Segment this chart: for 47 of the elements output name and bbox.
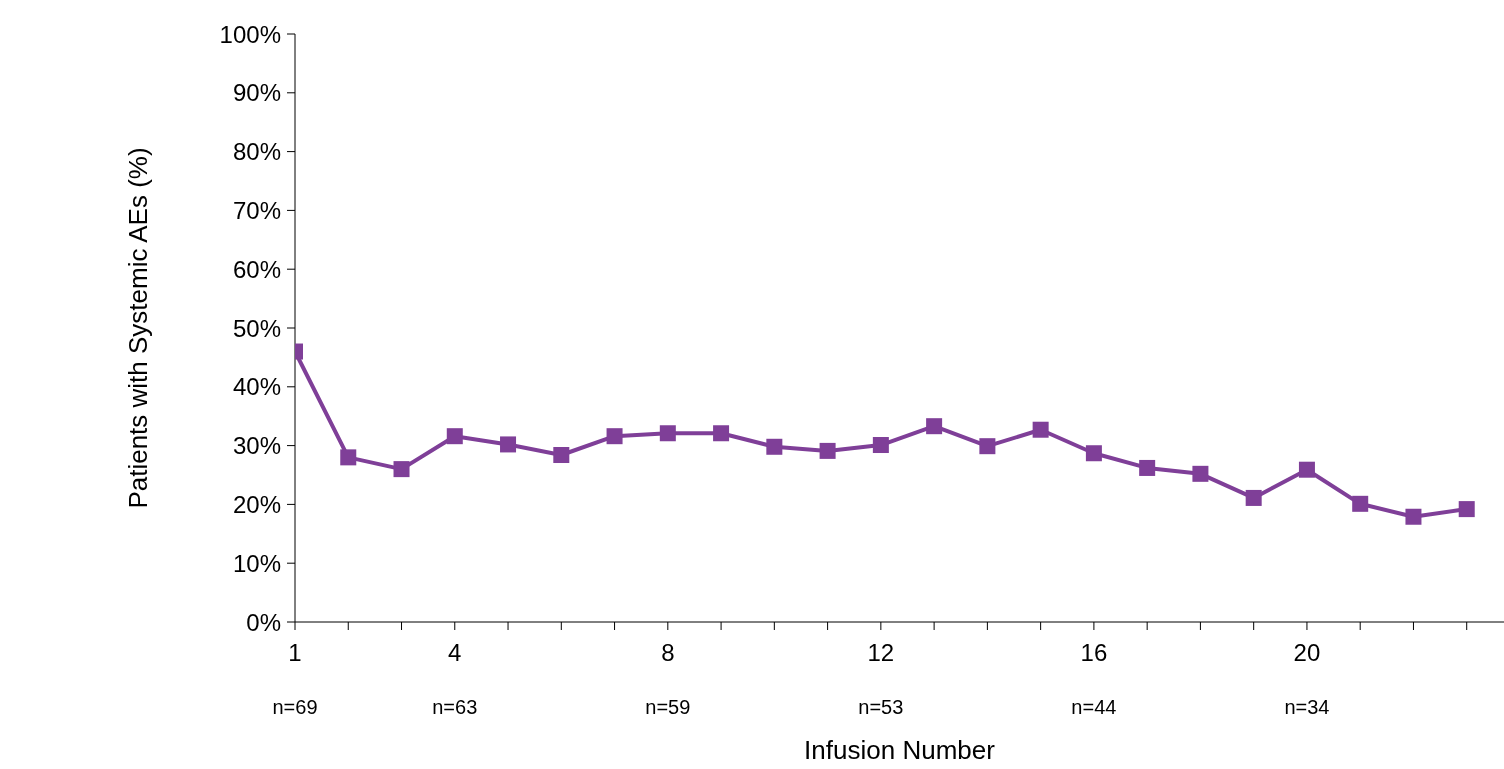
point: [500, 436, 517, 453]
point: [1192, 465, 1209, 482]
x-tick-label: 20: [1293, 639, 1321, 667]
point: [819, 442, 836, 459]
y-tick-label: 90%: [232, 79, 281, 107]
point: [1245, 489, 1262, 506]
text: n=63: [432, 696, 478, 719]
y-tick-label: 60%: [232, 255, 281, 283]
point: [1405, 508, 1422, 525]
y-tick-label: 20%: [232, 490, 281, 518]
point: [1032, 421, 1049, 438]
y-tick-label: 80%: [232, 138, 281, 166]
y-tick-label: 50%: [232, 314, 281, 342]
text: n=69: [272, 696, 318, 719]
text: n=59: [645, 696, 691, 719]
y-tick-label: 70%: [232, 196, 281, 224]
point: [393, 461, 410, 478]
point: [606, 428, 623, 445]
text: n=34: [1284, 696, 1330, 719]
point: [1352, 495, 1369, 512]
point: [766, 438, 783, 455]
point: [713, 425, 730, 442]
text: n=44: [1071, 696, 1117, 719]
point: [926, 418, 943, 435]
point: [1298, 461, 1315, 478]
y-tick-label: 30%: [232, 432, 281, 460]
x-tick-label: 8: [661, 639, 675, 667]
y-tick-label: 100%: [219, 20, 281, 48]
y-tick-label: 10%: [232, 549, 281, 577]
point: [340, 449, 357, 466]
x-tick-label: 16: [1080, 639, 1108, 667]
point: [1139, 459, 1156, 476]
x-axis-title: Infusion Number: [804, 735, 996, 765]
point: [553, 447, 570, 464]
point: [1085, 445, 1102, 462]
point: [446, 428, 463, 445]
x-tick-label: 1: [288, 639, 302, 667]
y-axis-title: Patients with Systemic AEs (%): [123, 147, 154, 509]
point: [979, 438, 996, 455]
y-tick-label: 0%: [246, 608, 281, 636]
point: [1458, 501, 1475, 518]
point: [872, 437, 889, 454]
point: [659, 425, 676, 442]
text: n=53: [858, 696, 904, 719]
y-tick-label: 40%: [232, 373, 281, 401]
x-tick-label: 12: [867, 639, 895, 667]
x-tick-label: 4: [448, 639, 462, 667]
